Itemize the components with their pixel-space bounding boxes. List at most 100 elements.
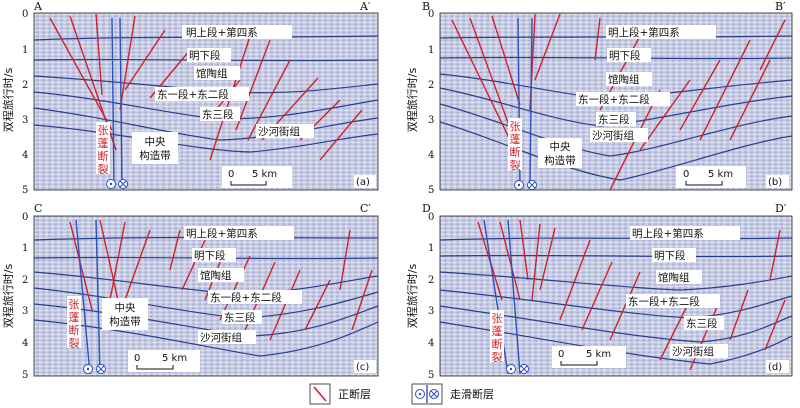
structure-label-line-2: 构造带	[139, 149, 171, 162]
fault-name-char-1: 张	[510, 120, 521, 133]
strike-slip-icon	[415, 389, 439, 399]
stratum-4: 东一段+东二段	[578, 93, 650, 106]
stratum-3: 馆陶组	[608, 73, 640, 86]
scale-bar: 0 5 km	[552, 346, 626, 368]
fault-name-label: 张 蓬 断 裂	[96, 122, 110, 176]
structure-label-line-1: 中央	[550, 140, 571, 153]
fault-name-label: 张 蓬 断 裂	[490, 310, 504, 364]
y-tick-3: 3	[428, 115, 434, 126]
corner-left-label: B	[422, 0, 430, 13]
scale-bar: 0 5 km	[128, 350, 200, 372]
stratum-1: 明上段+第四系	[608, 26, 680, 39]
y-tick-5: 5	[428, 185, 434, 196]
scale-label: 5 km	[252, 169, 277, 180]
y-tick-2: 2	[428, 275, 434, 286]
y-tick-0: 0	[22, 9, 28, 20]
corner-right-label: A′	[359, 0, 371, 13]
y-tick-3: 3	[22, 306, 28, 317]
y-tick-1: 1	[428, 243, 434, 254]
panel-tag: (c)	[354, 360, 376, 373]
fault-name-char-3: 断	[69, 323, 80, 337]
stratum-2: 明下段	[189, 49, 221, 62]
y-tick-0: 0	[428, 212, 434, 223]
y-tick-2: 2	[22, 80, 28, 91]
stratum-4: 东一段+东二段	[210, 291, 282, 304]
structure-label-line-2: 构造带	[109, 315, 141, 328]
stratum-5: 东三段	[224, 311, 256, 324]
y-tick-4: 4	[428, 338, 434, 349]
y-tick-5: 5	[428, 370, 434, 381]
scale-label: 5 km	[162, 353, 187, 364]
fault-name-char-4: 裂	[69, 337, 80, 350]
corner-left-label: D	[422, 202, 431, 215]
panel-d: D D′ 双程旅行时/s 0 1 2 3 4 5	[405, 202, 793, 381]
y-ticks: 0 1 2 3 4 5	[428, 212, 434, 381]
fault-name-char-4: 裂	[492, 351, 503, 364]
y-ticks: 0 1 2 3 4 5	[22, 212, 28, 381]
scale-zero: 0	[134, 353, 140, 364]
fault-name-char-3: 断	[510, 145, 521, 159]
stratum-2: 明下段	[609, 49, 641, 62]
y-tick-2: 2	[22, 275, 28, 286]
stratum-1: 明上段+第四系	[186, 227, 258, 240]
stratum-1: 明上段+第四系	[632, 227, 704, 240]
y-axis-label: 双程旅行时/s	[1, 68, 15, 133]
svg-text:(c): (c)	[356, 362, 369, 373]
corner-right-label: D′	[775, 202, 787, 215]
legend: 正断层 走滑断层	[309, 383, 494, 405]
y-ticks: 0 1 2 3 4 5	[22, 9, 28, 196]
y-tick-3: 3	[428, 306, 434, 317]
corner-left-label: A	[33, 0, 43, 13]
stratum-3: 馆陶组	[658, 271, 690, 284]
stratum-5: 东三段	[598, 113, 630, 126]
y-tick-3: 3	[22, 115, 28, 126]
stratum-3: 馆陶组	[200, 269, 232, 282]
y-tick-5: 5	[22, 185, 28, 196]
y-tick-5: 5	[22, 370, 28, 381]
panel-tag: (a)	[354, 175, 376, 188]
legend-strike-slip-fault: 走滑断层	[450, 387, 494, 401]
stratum-2: 明下段	[194, 249, 226, 262]
stratum-6: 沙河街组	[258, 125, 300, 138]
fault-name-char-4: 裂	[510, 159, 521, 172]
svg-text:(b): (b)	[768, 177, 782, 188]
panel-tag: (b)	[766, 175, 789, 188]
svg-text:(a): (a)	[356, 177, 370, 188]
corner-right-label: B′	[775, 0, 786, 13]
stratum-5: 东三段	[686, 317, 718, 330]
y-tick-4: 4	[428, 150, 434, 161]
panel-a: A A′ 双程旅行时/s 0 1 2 3 4 5	[1, 0, 379, 196]
y-tick-2: 2	[428, 80, 434, 91]
scale-bar: 0 5 km	[676, 166, 746, 188]
fault-name-char-2: 蓬	[98, 137, 109, 150]
strata-labels: 明上段+第四系 明下段 馆陶组 东一段+东二段 东三段 沙河街组	[184, 226, 302, 344]
scale-bar: 0 5 km	[222, 166, 292, 188]
stratum-6: 沙河街组	[672, 345, 714, 358]
strata-labels: 明上段+第四系 明下段 馆陶组 东一段+东二段 东三段 沙河街组	[626, 226, 740, 358]
y-tick-1: 1	[22, 243, 28, 254]
fault-name-label: 张 蓬 断 裂	[67, 296, 81, 350]
y-ticks: 0 1 2 3 4 5	[428, 9, 434, 196]
y-axis-label: 双程旅行时/s	[405, 264, 419, 329]
strike-slip-fault	[111, 17, 123, 189]
strike-slip-fault	[75, 219, 101, 375]
y-tick-4: 4	[22, 338, 28, 349]
structure-label: 中央 构造带	[538, 138, 582, 168]
y-axis-label: 双程旅行时/s	[1, 264, 15, 329]
strata-labels: 明上段+第四系 明下段 馆陶组 东一段+东二段 东三段 沙河街组	[155, 25, 314, 138]
scale-zero: 0	[228, 169, 234, 180]
fault-name-char-1: 张	[69, 298, 80, 311]
strike-slip-symbol	[83, 364, 106, 374]
structure-label: 中央 构造带	[132, 132, 178, 164]
stratum-2: 明下段	[654, 249, 686, 262]
stratum-3: 馆陶组	[196, 67, 228, 80]
seismic-section	[33, 12, 379, 191]
scale-zero: 0	[683, 169, 689, 180]
scale-label: 5 km	[708, 169, 733, 180]
structure-label-line-1: 中央	[145, 135, 166, 148]
fault-name-char-4: 裂	[98, 163, 109, 176]
y-tick-0: 0	[428, 9, 434, 20]
y-axis-label: 双程旅行时/s	[405, 68, 419, 133]
stratum-6: 沙河街组	[200, 331, 242, 344]
